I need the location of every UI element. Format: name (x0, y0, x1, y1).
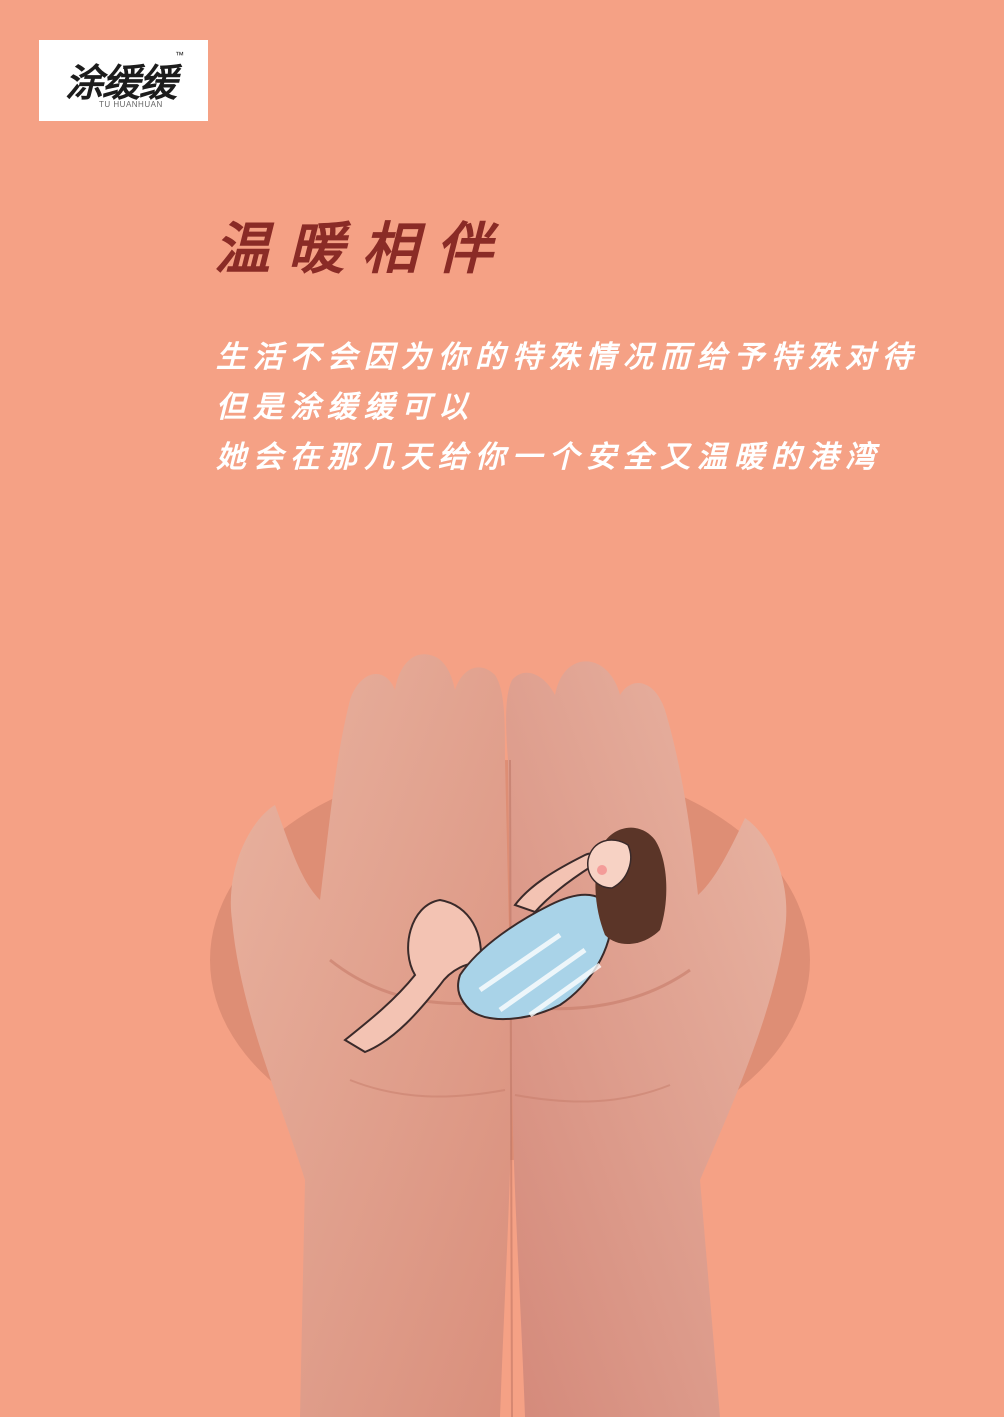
brand-logo-subtitle: TU HUANHUAN (99, 100, 163, 109)
trademark-mark: ™ (175, 50, 184, 60)
cupped-hands-illustration (210, 654, 810, 1417)
right-hand (506, 661, 787, 1417)
girl-figure (343, 827, 667, 1054)
poster-title: 温暖相伴 (214, 216, 510, 282)
body-line-2: 但是涂缓缓可以 (216, 390, 475, 425)
body-line-1: 生活不会因为你的特殊情况而给予特殊对待 (216, 340, 919, 375)
brand-logo-name: 涂缓缓 (65, 60, 177, 105)
body-line-3: 她会在那几天给你一个安全又温暖的港湾 (216, 440, 882, 475)
brand-logo: 涂缓缓 ™ TU HUANHUAN (39, 40, 208, 121)
